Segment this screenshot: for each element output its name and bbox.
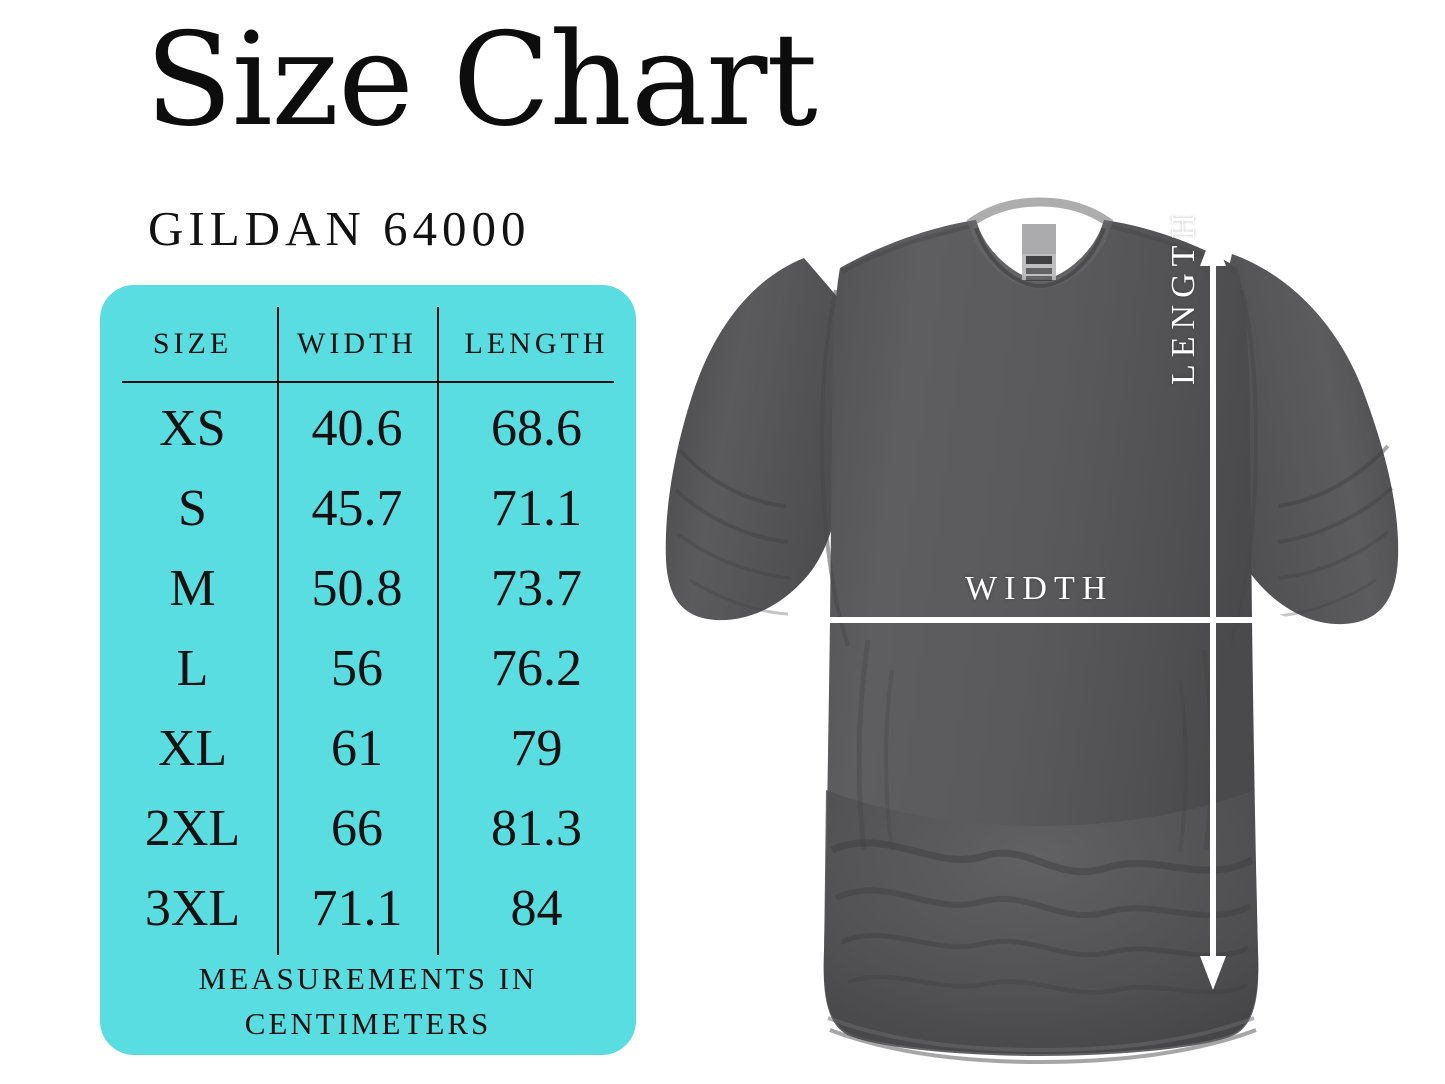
cell-size: 2XL (144, 799, 241, 857)
table-row: XS 40.6 68.6 (100, 388, 636, 468)
cell-size: 3XL (144, 879, 241, 937)
cell-size: XL (157, 719, 228, 777)
table-row: L 56 76.2 (100, 628, 636, 708)
width-measure-label: WIDTH (965, 570, 1114, 607)
length-measure-label: LENGTH (1165, 207, 1202, 385)
units-note-line-1: MEASUREMENTS IN (198, 961, 538, 996)
cell-length: 73.7 (491, 559, 582, 617)
cell-size: L (176, 639, 209, 697)
column-divider-width-length (437, 307, 439, 955)
size-table-panel: SIZE WIDTH LENGTH XS 40.6 68.6 S 45.7 71… (100, 285, 636, 1055)
left-sleeve (665, 258, 844, 621)
table-row: 3XL 71.1 84 (100, 868, 636, 948)
cell-length: 79 (510, 719, 563, 777)
right-sleeve (1218, 254, 1399, 625)
column-divider-size-width (277, 307, 279, 955)
cell-width: 71.1 (311, 879, 403, 937)
tshirt-svg (665, 197, 1399, 1065)
table-row: S 45.7 71.1 (100, 468, 636, 548)
column-header-width: WIDTH (297, 327, 417, 360)
size-table: SIZE WIDTH LENGTH XS 40.6 68.6 S 45.7 71… (100, 285, 636, 1055)
cell-length: 71.1 (491, 479, 582, 537)
table-header-row: SIZE WIDTH LENGTH (100, 313, 636, 375)
units-note: MEASUREMENTS IN CENTIMETERS (100, 957, 636, 1047)
cell-size: XS (159, 399, 226, 457)
cell-length: 84 (510, 879, 563, 937)
cell-width: 66 (331, 799, 383, 857)
cell-length: 76.2 (491, 639, 582, 697)
cell-length: 68.6 (491, 399, 582, 457)
shirt-body (819, 197, 1259, 1065)
header-underline (122, 381, 614, 383)
product-subtitle: GILDAN 64000 (148, 201, 531, 256)
cell-width: 61 (331, 719, 383, 777)
cell-size: M (169, 559, 216, 617)
column-header-size: SIZE (152, 327, 233, 360)
tshirt-illustration (636, 150, 1445, 1084)
cell-width: 45.7 (311, 479, 403, 537)
column-header-length: LENGTH (464, 327, 609, 360)
cell-length: 81.3 (491, 799, 582, 857)
table-row: XL 61 79 (100, 708, 636, 788)
units-note-line-2: CENTIMETERS (244, 1005, 492, 1041)
cell-width: 40.6 (311, 399, 403, 457)
table-body: XS 40.6 68.6 S 45.7 71.1 M 50.8 73.7 L 5… (100, 388, 636, 948)
cell-width: 50.8 (311, 559, 403, 617)
cell-width: 56 (331, 639, 383, 697)
cell-size: S (178, 479, 207, 537)
table-row: M 50.8 73.7 (100, 548, 636, 628)
page-title: Size Chart (145, 6, 818, 155)
neck-tag (1022, 224, 1056, 281)
table-row: 2XL 66 81.3 (100, 788, 636, 868)
